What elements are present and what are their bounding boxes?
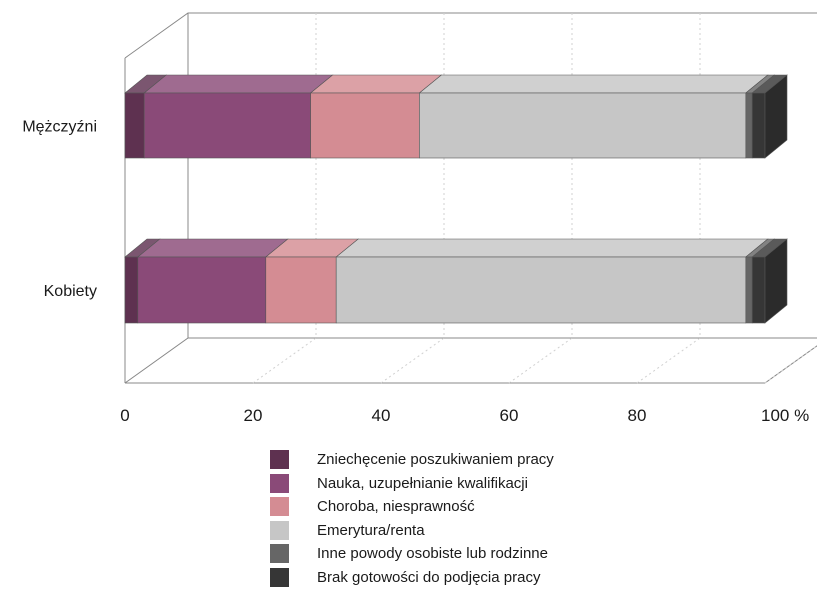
bar-segment	[751, 92, 766, 159]
bar-segment	[745, 92, 753, 159]
category-label: Mężczyźni	[22, 119, 97, 136]
floor-gridline	[380, 337, 445, 384]
bar-segment	[335, 256, 747, 324]
floor-gridline	[508, 337, 573, 384]
legend-swatch	[270, 497, 289, 517]
x-tick-label: 40	[372, 406, 391, 425]
bar-segment	[745, 256, 753, 324]
category-label: Kobiety	[44, 283, 97, 300]
bar-segment-top	[309, 74, 443, 94]
bar-segment-top	[136, 238, 289, 258]
category-labels: Mężczyźni Kobiety	[22, 119, 97, 301]
legend-label: Emerytura/renta	[317, 521, 425, 539]
bar-segment	[143, 92, 311, 159]
floor	[124, 337, 817, 384]
legend-item: Zniechęcenie poszukiwaniem pracy	[270, 448, 690, 472]
x-tick-label: 20	[244, 406, 263, 425]
bar-segment-side	[764, 238, 788, 324]
bar-segment	[124, 256, 139, 324]
legend-swatch	[270, 473, 289, 493]
legend-label: Nauka, uzupełnianie kwalifikacji	[317, 474, 528, 492]
legend-item: Emerytura/renta	[270, 519, 690, 543]
x-tick-label: 100 %	[761, 406, 809, 425]
bar-segment-side	[764, 74, 788, 159]
legend-item: Nauka, uzupełnianie kwalifikacji	[270, 472, 690, 496]
chart-bars	[124, 74, 788, 324]
legend-swatch	[270, 544, 289, 564]
bar-segment	[419, 92, 747, 159]
legend-label: Choroba, niesprawność	[317, 498, 475, 516]
x-tick-label: 0	[120, 406, 129, 425]
back-wall-top	[124, 12, 817, 59]
legend-swatch	[270, 567, 289, 587]
legend-label: Inne powody osobiste lub rodzinne	[317, 545, 548, 563]
legend-swatch	[270, 520, 289, 540]
legend-item: Inne powody osobiste lub rodzinne	[270, 542, 690, 566]
legend-item: Choroba, niesprawność	[270, 495, 690, 519]
chart-frame	[124, 12, 817, 384]
bar-segment	[137, 256, 267, 324]
floor-gridline	[252, 337, 317, 384]
bar-segment-top	[335, 238, 769, 258]
bar-segment-top	[418, 74, 769, 94]
bar-segment	[310, 92, 420, 159]
legend-label: Zniechęcenie poszukiwaniem pracy	[317, 451, 554, 469]
bar-segment	[124, 92, 145, 159]
floor-gridline	[764, 345, 817, 384]
legend-swatch	[270, 450, 289, 470]
x-tick-label: 60	[500, 406, 519, 425]
x-axis-ticks: 0 20 40 60 80 100 %	[120, 406, 809, 425]
legend: Zniechęcenie poszukiwaniem pracy Nauka, u…	[270, 448, 690, 589]
legend-label: Brak gotowości do podjęcia pracy	[317, 568, 541, 586]
bar-segment-top	[143, 74, 334, 94]
bar-segment	[751, 256, 766, 324]
floor-gridline	[636, 337, 701, 384]
x-tick-label: 80	[628, 406, 647, 425]
bar-segment	[265, 256, 337, 324]
legend-item: Brak gotowości do podjęcia pracy	[270, 566, 690, 590]
